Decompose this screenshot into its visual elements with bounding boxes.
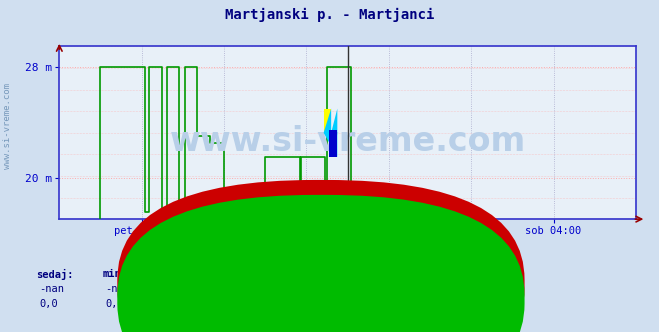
Text: 0,0: 0,0 — [241, 299, 259, 309]
Text: -nan: -nan — [241, 284, 266, 294]
Text: pretok[m3/s]: pretok[m3/s] — [331, 299, 407, 309]
Text: 0,0: 0,0 — [171, 299, 190, 309]
Text: Martjanski p. - Martjanci: Martjanski p. - Martjanci — [316, 269, 473, 280]
Text: -nan: -nan — [171, 284, 196, 294]
Text: povpr.:: povpr.: — [168, 269, 212, 279]
Text: temperatura[C]: temperatura[C] — [331, 284, 419, 294]
Bar — [262, 201, 264, 215]
Polygon shape — [324, 109, 337, 157]
Text: www.si-vreme.com: www.si-vreme.com — [3, 83, 13, 169]
Text: sedaj:: sedaj: — [36, 269, 74, 280]
Bar — [324, 109, 331, 133]
Text: Martjanski p. - Martjanci: Martjanski p. - Martjanci — [225, 8, 434, 23]
Text: www.si-vreme.com: www.si-vreme.com — [169, 125, 526, 158]
Text: Meritve: minimalne  Enote: metrične  Črta: zadnja meritev: Meritve: minimalne Enote: metrične Črta:… — [152, 244, 507, 256]
Text: zadnji dan / 5 minut.: zadnji dan / 5 minut. — [264, 234, 395, 244]
Bar — [329, 130, 337, 157]
Text: 0,0: 0,0 — [105, 299, 124, 309]
Text: -nan: -nan — [40, 284, 65, 294]
Text: -nan: -nan — [105, 284, 130, 294]
Text: Slovenija / reke in morje.: Slovenija / reke in morje. — [248, 224, 411, 234]
Text: maks.:: maks.: — [237, 269, 275, 279]
Text: 0,0: 0,0 — [40, 299, 58, 309]
Text: min.:: min.: — [102, 269, 133, 279]
